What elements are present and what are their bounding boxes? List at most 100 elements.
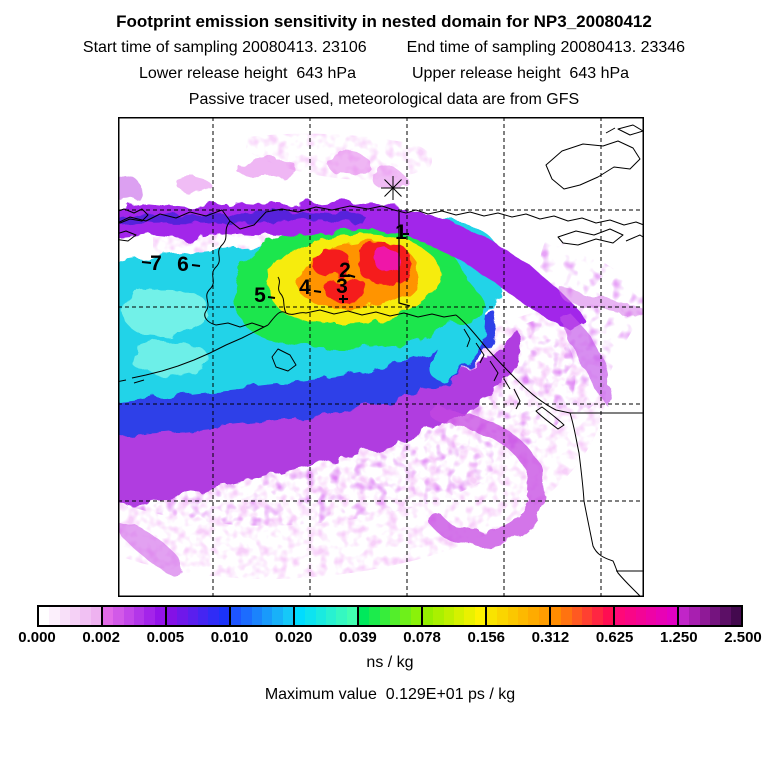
colorbar-tick-label: 2.500 xyxy=(724,629,762,646)
colorbar-cell xyxy=(103,607,114,625)
colorbar-cell xyxy=(197,607,209,625)
colorbar-cell xyxy=(133,607,145,625)
release-asterisk-icon xyxy=(384,179,402,197)
colorbar-cell xyxy=(261,607,273,625)
colorbar-cell xyxy=(123,607,134,625)
colorbar-cell xyxy=(336,607,347,625)
flight-track-line xyxy=(398,212,411,307)
colorbar-cell xyxy=(561,607,572,625)
contour-purple-arm xyxy=(560,313,612,405)
colorbar-cell xyxy=(464,607,475,625)
flight-track-group xyxy=(141,212,411,307)
end-time-text: End time of sampling 20080413. 23346 xyxy=(406,39,686,56)
colorbar-cell xyxy=(231,607,242,625)
colorbar-cell xyxy=(602,607,613,625)
colorbar-segment xyxy=(357,607,421,625)
colorbar-cell xyxy=(177,607,188,625)
colorbar-cell xyxy=(645,607,657,625)
colorbar-cell xyxy=(689,607,700,625)
colorbar-tick-label: 0.625 xyxy=(595,629,634,646)
colorbar-cell xyxy=(410,607,421,625)
colorbar-cell xyxy=(497,607,508,625)
colorbar-cell xyxy=(699,607,710,625)
colorbar-cell xyxy=(720,607,731,625)
release-marker-layer xyxy=(381,176,405,200)
contour-magenta-max xyxy=(372,249,402,272)
max-value-text: Maximum value 0.129E+01 ps / kg xyxy=(264,686,516,703)
colorbar-segment xyxy=(165,607,229,625)
colorbar-cell xyxy=(581,607,593,625)
station-label-3: 3 xyxy=(336,275,348,298)
colorbar-cell xyxy=(272,607,283,625)
colorbar-cell xyxy=(187,607,198,625)
colorbar-cell xyxy=(453,607,465,625)
contour-cyan-hook xyxy=(429,305,488,379)
colorbar-cell xyxy=(666,607,677,625)
colorbar-cell xyxy=(167,607,178,625)
colorbar-cell xyxy=(315,607,326,625)
colorbar-cell xyxy=(528,607,539,625)
colorbar-tick-label: 0.312 xyxy=(531,629,570,646)
colorbar-cell xyxy=(635,607,646,625)
colorbar-cell xyxy=(39,607,50,625)
station-label-4: 4 xyxy=(299,276,311,299)
colorbar-cell xyxy=(251,607,262,625)
colorbar-cell xyxy=(241,607,252,625)
contour-dark-violet-core xyxy=(118,211,364,227)
colorbar-cell xyxy=(90,607,101,625)
colorbar-cell xyxy=(615,607,626,625)
colorbar-cell xyxy=(346,607,357,625)
colorbar-tick-label: 0.020 xyxy=(274,629,313,646)
tracer-line: Passive tracer used, meteorological data… xyxy=(188,91,580,108)
colorbar-cell xyxy=(443,607,454,625)
colorbar-cell xyxy=(379,607,390,625)
colorbar-cell xyxy=(538,607,549,625)
colorbar-cell xyxy=(400,607,411,625)
colorbar-cell xyxy=(154,607,165,625)
plume-contours xyxy=(118,152,644,577)
colorbar-cell xyxy=(709,607,721,625)
colorbar-cell xyxy=(592,607,603,625)
coast-vancouver-island xyxy=(535,406,565,430)
graticule xyxy=(118,117,644,597)
contour-wisp xyxy=(369,169,405,187)
colorbar-cell xyxy=(144,607,155,625)
colorbar-cell xyxy=(389,607,401,625)
coast-panhandle-islands xyxy=(463,328,521,410)
colorbar-cell xyxy=(325,607,337,625)
figure-title: Footprint emission sensitivity in nested… xyxy=(116,12,652,31)
colorbar xyxy=(37,605,743,627)
start-time-text: Start time of sampling 20080413. 23106 xyxy=(82,39,367,56)
colorbar-cell xyxy=(305,607,316,625)
colorbar-tick-label: 0.000 xyxy=(18,629,56,646)
colorbar-cell xyxy=(69,607,81,625)
contour-green-tail xyxy=(432,265,484,324)
contour-purple-coastal-band xyxy=(118,200,586,330)
colorbar-segment xyxy=(549,607,613,625)
coast-aleutians xyxy=(118,379,145,384)
contour-pale-cyan xyxy=(133,341,209,376)
release-heights-line: Lower release height 643 hPa Upper releas… xyxy=(0,61,768,87)
colorbar-cell xyxy=(517,607,529,625)
colorbar-cell xyxy=(487,607,498,625)
colorbar-cell xyxy=(369,607,380,625)
colorbar-cell xyxy=(218,607,229,625)
contour-wisp xyxy=(236,157,296,178)
contour-purple-lower xyxy=(118,329,522,508)
map-frame xyxy=(118,117,644,597)
colorbar-tick-labels: 0.000 0.002 0.005 0.010 0.020 0.039 0.078 0.156… xyxy=(18,629,762,649)
contour-wisp xyxy=(118,175,143,202)
contour-red xyxy=(313,249,351,278)
colorbar-tick-label: 0.078 xyxy=(403,629,441,646)
coast-cook-inlet xyxy=(277,276,287,314)
colorbar-segment xyxy=(229,607,293,625)
station-label-7: 7 xyxy=(150,252,162,275)
coast-kodiak-island xyxy=(271,348,297,372)
colorbar-unit: ns / kg xyxy=(366,654,414,671)
colorbar-segment xyxy=(39,607,101,625)
colorbar-tick-label: 0.010 xyxy=(210,629,249,646)
contour-wisp xyxy=(326,152,371,175)
